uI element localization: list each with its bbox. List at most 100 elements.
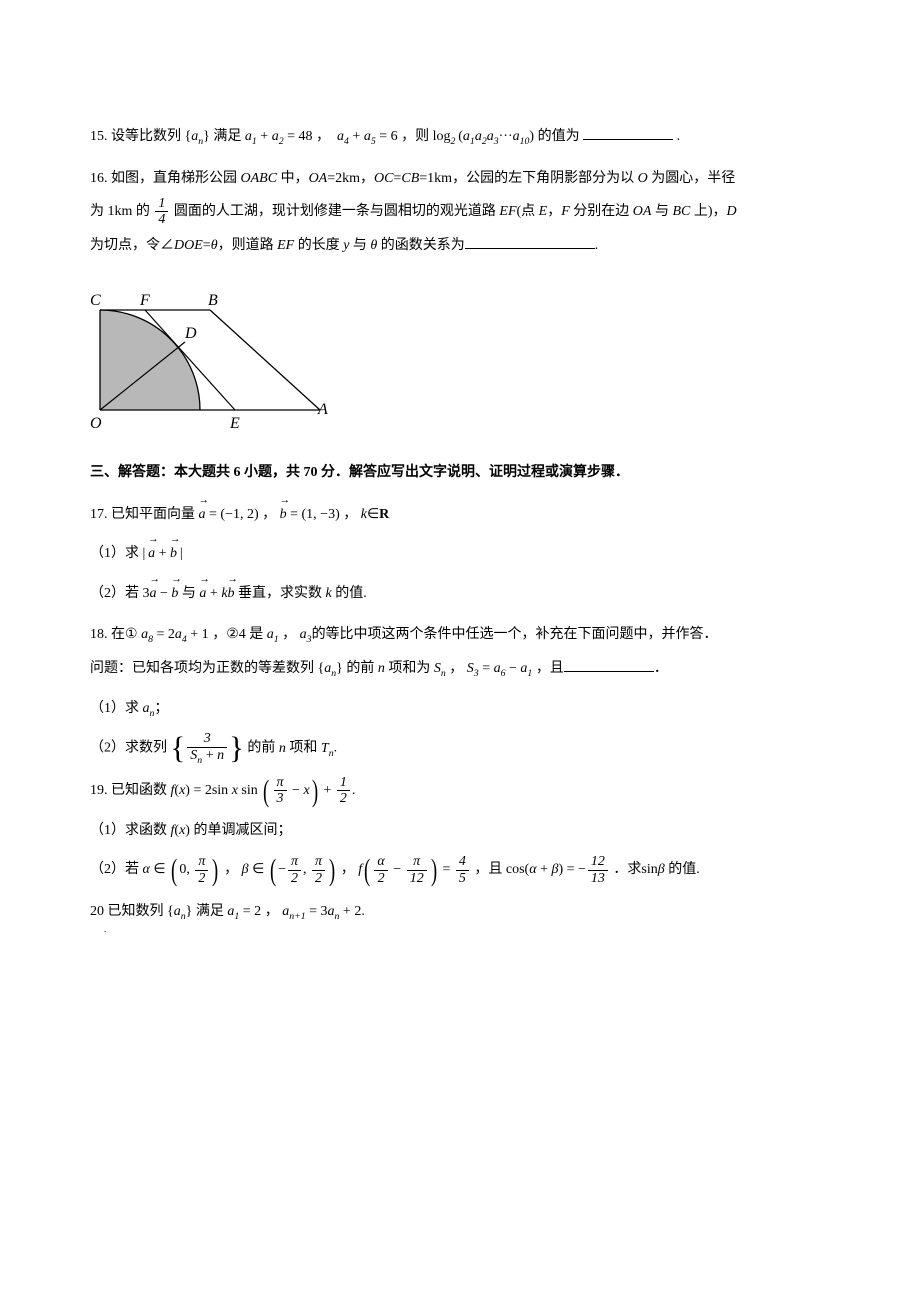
comma: ， — [316, 129, 330, 144]
four: 4 — [456, 854, 469, 870]
three: 3 — [274, 791, 287, 806]
pre: 20 已知数列 — [90, 904, 164, 919]
doe: DOE — [174, 238, 203, 253]
period: . — [677, 129, 681, 144]
an2: a — [328, 904, 335, 919]
two2: 2 — [288, 871, 301, 886]
bar1: | — [143, 546, 146, 561]
f-eval: f(α2 − π12) = 45 — [358, 853, 471, 887]
theta: θ — [211, 238, 218, 253]
quarter-frac: 14 — [155, 196, 168, 228]
n: n — [217, 748, 224, 763]
anp1s: n+1 — [289, 911, 305, 922]
cos-eqn: cos(α + β) = −1213 — [506, 853, 610, 887]
t3: a — [487, 129, 494, 144]
minus: − — [390, 862, 405, 877]
a1: a1 — [267, 618, 279, 652]
pi: π — [195, 854, 208, 870]
answer-blank[interactable] — [465, 233, 595, 248]
R: R — [379, 498, 389, 532]
al: α — [374, 854, 387, 870]
inner-frac: 3 Sn + n — [187, 731, 227, 766]
label-c: C — [90, 292, 101, 309]
answer-blank[interactable] — [564, 657, 654, 672]
q17-part2: （2）若 3a − b 与 a + kb 垂直，求实数 k 的值. — [90, 577, 830, 611]
mid: 的前 — [247, 741, 279, 756]
three: 3 — [143, 586, 150, 601]
q15-text-prefix: 15. 设等比数列 — [90, 129, 181, 144]
c1: ， — [262, 507, 276, 522]
a: a — [199, 498, 206, 532]
eq2: = — [479, 661, 494, 676]
qn: 1 — [155, 196, 168, 212]
q18-line1: 18. 在① a8 = 2a4 + 1 ，②4 是 a1 ， a3的等比中项这两… — [90, 618, 830, 652]
eq: = 3 — [306, 904, 328, 919]
mid: 满足 — [196, 904, 228, 919]
suf: 垂直，求实数 — [238, 586, 326, 601]
and: ，且 — [536, 661, 564, 676]
aval: = (−1, 2) — [206, 507, 259, 522]
q15-cond1-pre: 满足 — [213, 129, 245, 144]
t12: ，则道路 — [218, 238, 278, 253]
hn: 1 — [337, 775, 350, 791]
plus: + — [323, 783, 334, 798]
question-16: 16. 如图，直角梯形公园 OABC 中，OA=2km，OC=CB=1km，公园… — [90, 162, 830, 263]
t10: 上)， — [690, 204, 726, 219]
q15-cond1: a1 + a2 = 48 — [245, 120, 313, 154]
f: f — [358, 862, 362, 877]
oa2: OA — [633, 204, 652, 219]
c: , — [186, 862, 193, 877]
plus: + — [206, 586, 221, 601]
suf: 的单调减区间； — [190, 823, 292, 838]
q19-part2: （2）若 α ∈ (0, π2) ， β ∈ (−π2, π2) ， f(α2 … — [90, 853, 830, 887]
pre: （2）求数列 — [90, 741, 167, 756]
qd: 4 — [155, 212, 168, 227]
alpha: α — [143, 862, 150, 877]
label-d: D — [184, 325, 197, 342]
pi5: π — [407, 854, 427, 870]
cc: ， — [224, 862, 238, 877]
n12: 12 — [588, 854, 608, 870]
eqth: = — [203, 238, 211, 253]
num: 3 — [187, 731, 227, 747]
t2: 项和为 — [385, 661, 431, 676]
period: . — [595, 238, 599, 253]
a5: a — [364, 129, 371, 144]
a8: a — [141, 627, 148, 642]
answer-blank[interactable] — [583, 125, 673, 140]
p1: （1）求 — [90, 701, 139, 716]
t3: 为圆心，半径 — [648, 171, 736, 186]
sin: sin — [641, 853, 657, 887]
in: ∈ — [150, 862, 169, 877]
a3: a3 — [300, 618, 312, 652]
plus: + — [155, 546, 170, 561]
log-expr: log2 (a1a2a3···a10) — [433, 120, 534, 154]
t1: 的前 — [346, 661, 378, 676]
q16-line1: 16. 如图，直角梯形公园 OABC 中，OA=2km，OC=CB=1km，公园… — [90, 162, 830, 196]
q17-stem: 17. 已知平面向量 a = (−1, 2) ， b = (1, −3) ， k… — [90, 498, 830, 532]
bc: BC — [672, 204, 690, 219]
beta: β — [242, 862, 249, 877]
eq3: = − — [563, 862, 586, 877]
minus: − — [157, 586, 172, 601]
minus: − — [506, 661, 521, 676]
a2: a — [272, 129, 279, 144]
label-a: A — [317, 401, 328, 418]
two: 2 — [374, 871, 387, 886]
an2: an — [143, 692, 155, 726]
a1bs: 1 — [527, 668, 532, 679]
plus2: + — [349, 129, 364, 144]
question-19: 19. 已知函数 f(x) = 2sin x sin (π3 − x) + 12… — [90, 774, 830, 887]
a1s: 1 — [274, 634, 279, 645]
q18-line2: 问题：已知各项均为正数的等差数列 {an} 的前 n 项和为 Sn ， S3 =… — [90, 652, 830, 686]
pre2: 问题：已知各项均为正数的等差数列 — [90, 661, 314, 676]
question-20: 20 已知数列 {an} 满足 a1 = 2 ， an+1 = 3an + 2.… — [90, 895, 830, 929]
t14: 与 — [349, 238, 370, 253]
alpha-range: α ∈ (0, π2) — [143, 853, 221, 887]
pre: 18. 在 — [90, 627, 125, 642]
q16-line3: 为切点，令∠DOE=θ，则道路 EF 的长度 y 与 θ 的函数关系为. — [90, 229, 830, 263]
label-f: F — [139, 292, 150, 309]
t4: 为 1km 的 — [90, 204, 153, 219]
b: b — [170, 537, 177, 571]
sin2: sin — [238, 783, 258, 798]
